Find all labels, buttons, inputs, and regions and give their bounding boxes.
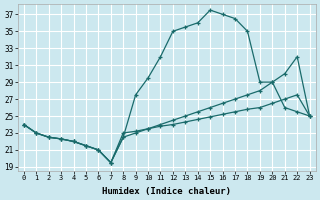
X-axis label: Humidex (Indice chaleur): Humidex (Indice chaleur) — [102, 187, 231, 196]
